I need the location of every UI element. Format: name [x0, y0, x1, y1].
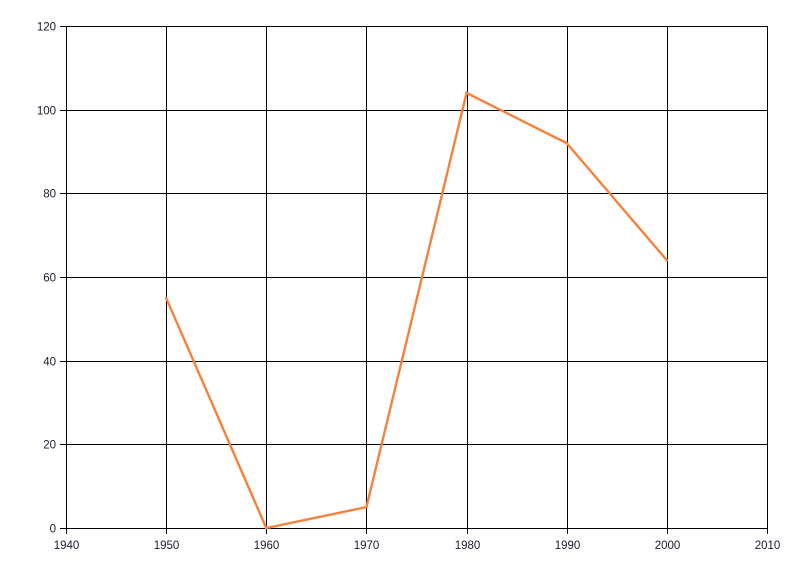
x-axis-tick-label: 2000	[655, 540, 681, 552]
data-point	[365, 505, 368, 509]
x-axis-tick-label: 1940	[54, 540, 80, 552]
x-axis-tick-label: 1990	[555, 540, 581, 552]
y-axis-tick-label: 100	[37, 106, 56, 118]
data-point	[665, 258, 669, 262]
y-axis-tick-label: 20	[43, 440, 56, 452]
x-axis-tick-label: 1950	[154, 540, 180, 552]
y-axis-tick-label: 40	[43, 357, 56, 369]
x-axis-tick-label: 2010	[755, 540, 781, 552]
data-point	[465, 91, 468, 95]
series-line-0	[165, 91, 668, 530]
data-point	[565, 141, 569, 145]
y-axis-tick-label: 80	[43, 189, 56, 201]
y-axis-tick-label: 0	[50, 524, 56, 536]
x-axis-tick-label: 1980	[455, 540, 481, 552]
data-point	[164, 296, 168, 300]
x-axis-tick-label: 1960	[254, 540, 280, 552]
x-axis-tick-label: 1970	[354, 540, 380, 552]
data-point	[264, 526, 268, 530]
y-axis-tick-label: 60	[43, 273, 56, 285]
y-axis-tick-label: 120	[37, 22, 56, 34]
